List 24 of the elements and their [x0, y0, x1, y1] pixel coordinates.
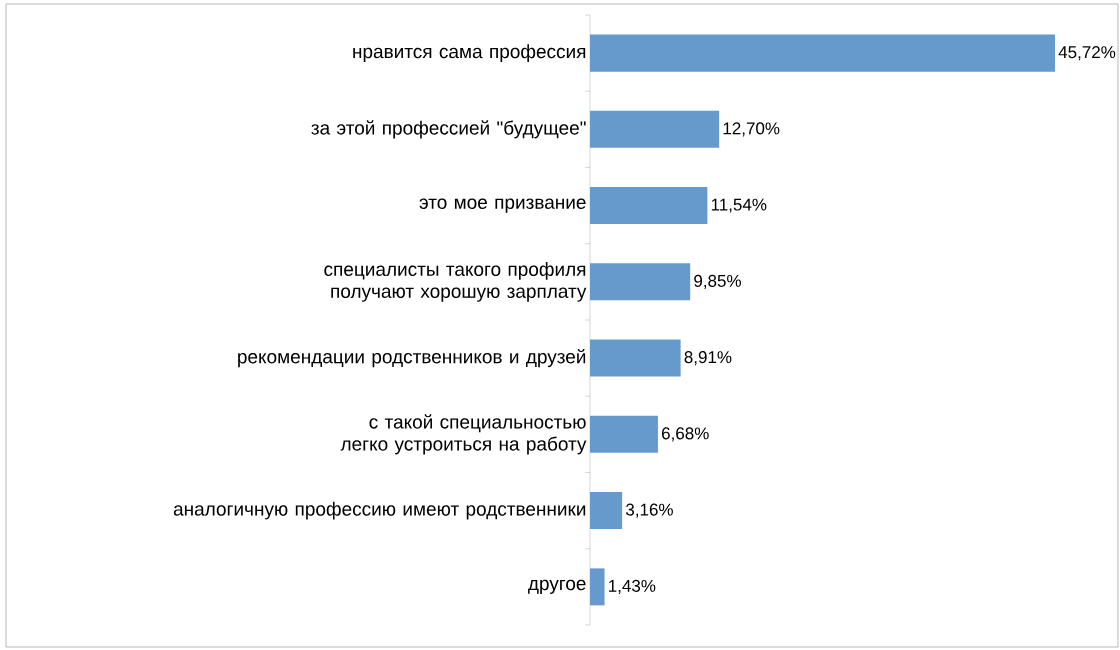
data-label: 9,85%	[694, 274, 741, 289]
y-tick-label: с такой специальностью легко устроиться на работу	[340, 414, 587, 455]
y-tick-label: аналогичную профессию имеют родственники	[173, 501, 586, 520]
y-tick-label: за этой профессией "будущее"	[311, 120, 586, 139]
data-label: 1,43%	[609, 579, 656, 594]
bar	[590, 34, 1055, 72]
data-label: 6,68%	[662, 427, 709, 442]
y-tick-label: другое	[528, 579, 586, 594]
bar	[590, 492, 623, 530]
bar	[590, 110, 720, 148]
bar	[590, 339, 681, 377]
y-tick-label: это мое призвание	[419, 198, 586, 213]
data-label: 11,54%	[711, 198, 767, 213]
data-label: 8,91%	[684, 351, 732, 366]
y-tick-label: нравится сама профессия	[353, 44, 586, 62]
data-label: 45,72%	[1058, 46, 1116, 61]
bar	[590, 415, 658, 453]
data-label: 3,16%	[625, 503, 673, 518]
y-tick-label: специалисты такого профиля получают хорошую зарплату	[324, 262, 587, 302]
data-label: 12,70%	[723, 122, 780, 137]
bar	[590, 568, 605, 606]
y-tick-label: рекомендации родственников и друзей	[238, 349, 586, 368]
bar	[590, 187, 708, 225]
bar	[590, 263, 691, 301]
